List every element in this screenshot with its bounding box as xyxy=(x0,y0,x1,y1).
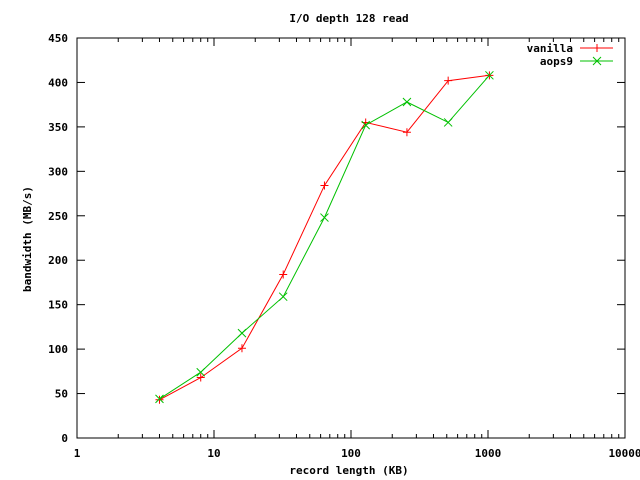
legend-label: aops9 xyxy=(540,55,573,68)
y-tick-label: 100 xyxy=(48,343,68,356)
data-point-vanilla xyxy=(320,181,329,190)
data-point-vanilla xyxy=(279,270,288,279)
y-tick-label: 450 xyxy=(48,32,68,45)
series-line-vanilla xyxy=(159,74,490,401)
data-point-aops9 xyxy=(155,394,164,404)
data-point-vanilla xyxy=(155,395,164,404)
x-tick-label: 1 xyxy=(74,447,81,460)
series-layer xyxy=(155,70,494,404)
plot-frame xyxy=(76,37,626,439)
data-point-vanilla xyxy=(196,373,205,382)
x-axis-label: record length (KB) xyxy=(289,464,408,477)
legend-entry-aops9: aops9 xyxy=(540,55,613,68)
data-point-aops9 xyxy=(402,97,412,107)
data-point-vanilla xyxy=(444,76,453,85)
x-tick-label: 100 xyxy=(341,447,361,460)
data-point-aops9 xyxy=(320,213,329,222)
series-aops9 xyxy=(155,70,494,404)
y-tick-label: 50 xyxy=(55,388,68,401)
y-tick-label: 200 xyxy=(48,254,68,267)
y-tick-label: 300 xyxy=(48,165,68,178)
y-tick-label: 250 xyxy=(48,210,68,223)
series-line-aops9 xyxy=(159,74,490,400)
data-point-aops9 xyxy=(443,118,453,127)
y-tick-label: 150 xyxy=(48,299,68,312)
axes: 0 50 100 150 200 250 300 350 400 450 1 10 100 1000 100… xyxy=(48,32,640,460)
data-point-aops9 xyxy=(196,367,206,377)
data-point-aops9 xyxy=(237,328,247,338)
chart-title: I/O depth 128 read xyxy=(289,12,408,25)
legend-label: vanilla xyxy=(527,42,573,55)
data-point-vanilla xyxy=(402,128,411,137)
series-vanilla xyxy=(155,71,494,404)
y-tick-label: 0 xyxy=(61,432,68,445)
data-point-aops9 xyxy=(485,70,494,80)
x-tick-label: 1000 xyxy=(475,447,502,460)
legend-marker xyxy=(593,44,601,52)
legend-entry-vanilla: vanilla xyxy=(527,42,613,55)
y-tick-label: 400 xyxy=(48,76,68,89)
data-point-aops9 xyxy=(278,292,288,302)
y-axis-label: bandwidth (MB/s) xyxy=(21,186,34,292)
data-point-aops9 xyxy=(361,120,371,130)
x-tick-label: 10000 xyxy=(608,447,640,460)
data-point-vanilla xyxy=(237,344,246,353)
x-tick-label: 10 xyxy=(207,447,220,460)
legend-marker xyxy=(592,56,602,66)
y-tick-label: 350 xyxy=(48,121,68,134)
